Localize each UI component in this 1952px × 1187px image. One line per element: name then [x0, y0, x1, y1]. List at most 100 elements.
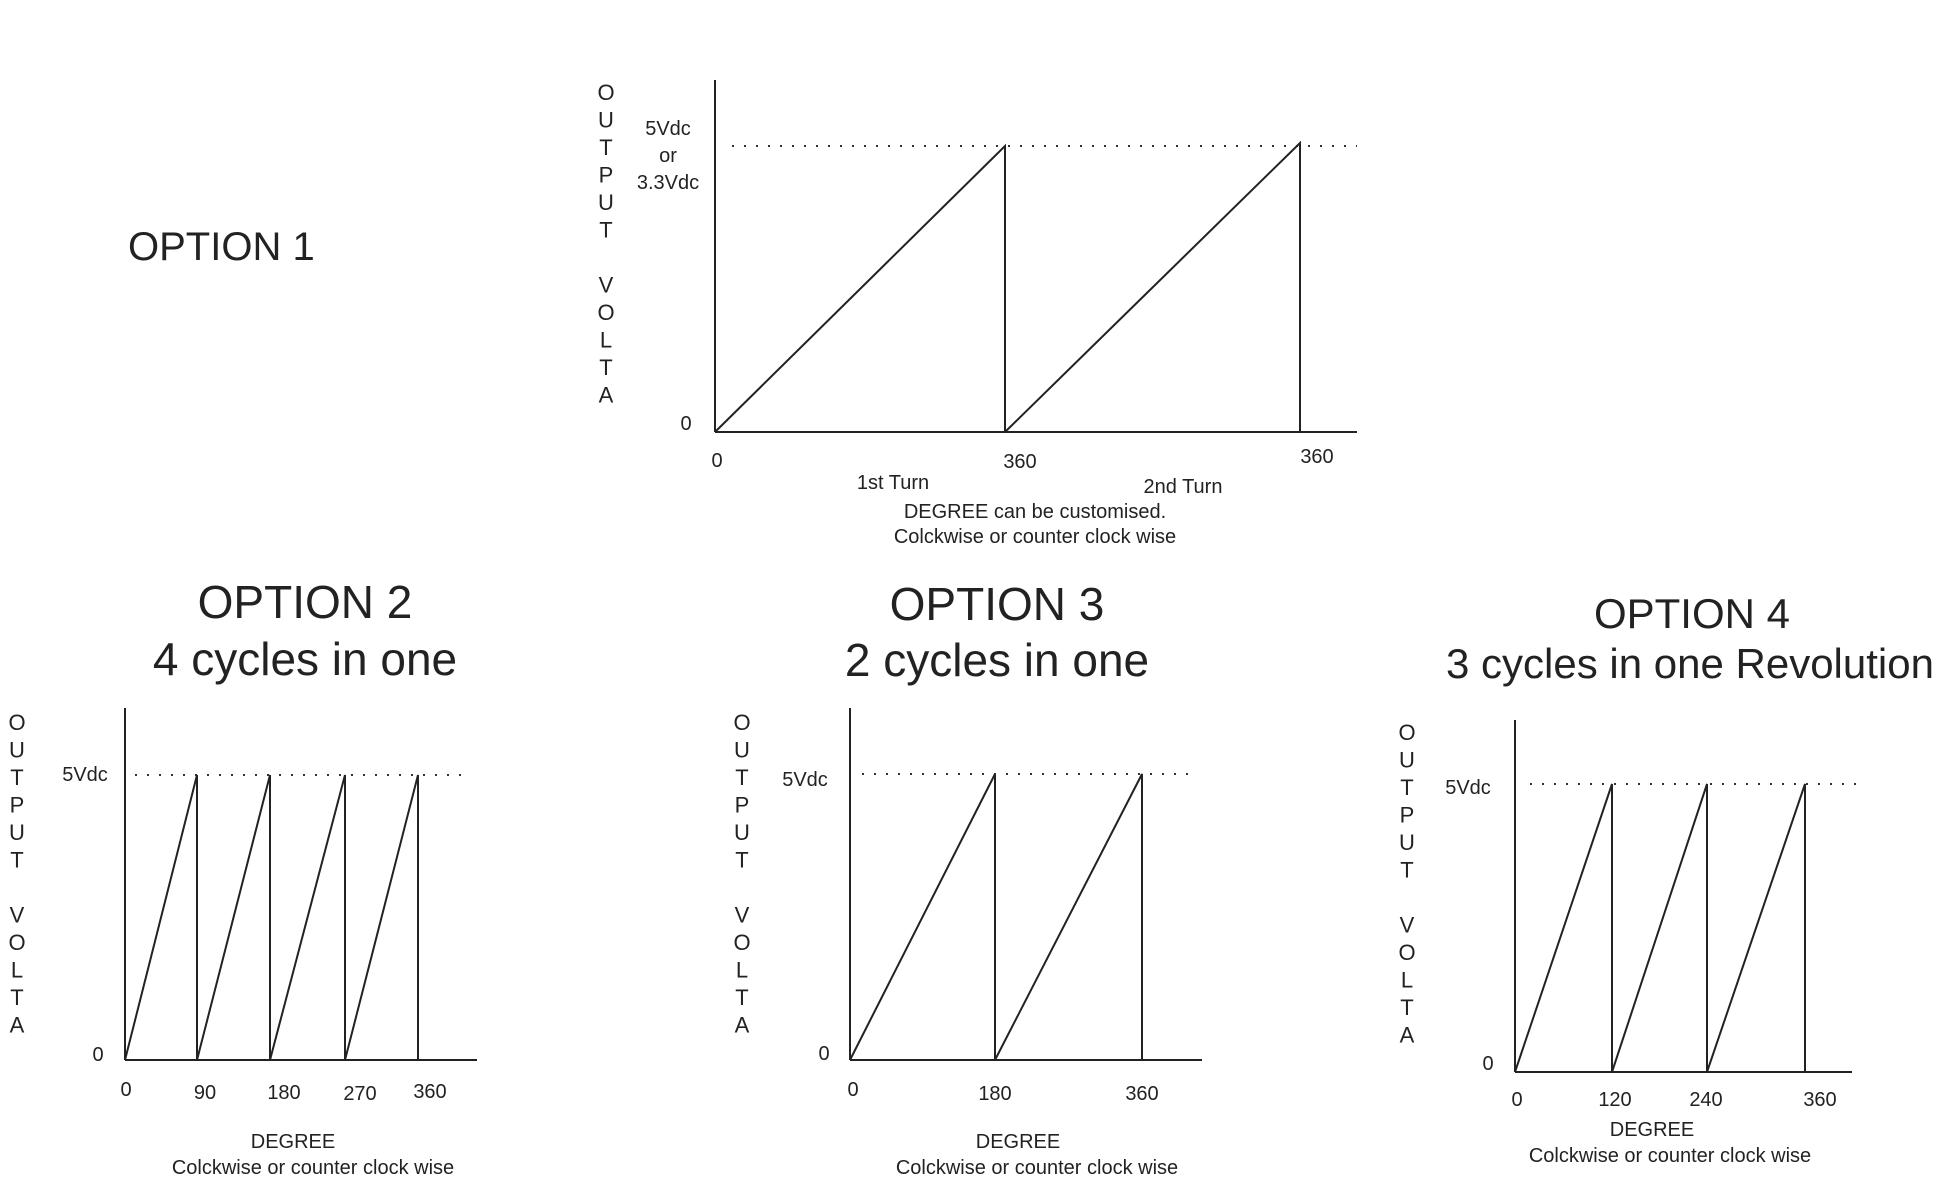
option-2-xtick-1: 90	[194, 1082, 216, 1104]
option-2-sawtooth-3	[269, 774, 346, 1061]
option-4-group: OPTION 4 3 cycles in one Revolution OUTP…	[1398, 590, 1934, 1167]
option-2-x-label: DEGREE	[251, 1131, 335, 1153]
option1-y-axis-letter: P	[599, 163, 614, 188]
option2-y-axis-letter: O	[8, 930, 25, 955]
option-2-y-zero: 0	[92, 1044, 103, 1066]
option4-y-axis-letter: P	[1400, 803, 1415, 828]
option-3-caption: Colckwise or counter clock wise	[896, 1157, 1178, 1179]
option-1-ymax-line2: or	[659, 145, 677, 167]
option3-y-axis-letter: T	[735, 985, 748, 1010]
option2-y-axis-letter: A	[10, 1013, 25, 1038]
option4-y-axis-letter: T	[1400, 995, 1413, 1020]
option-2-caption: Colckwise or counter clock wise	[172, 1157, 454, 1179]
option1-y-axis-letter: L	[600, 328, 612, 353]
option-4-xtick-2: 240	[1689, 1089, 1722, 1111]
option2-y-axis-letter: T	[10, 985, 23, 1010]
option-1-ymax-line1: 5Vdc	[645, 118, 691, 140]
option-1-turn-label-1: 1st Turn	[857, 472, 929, 494]
option-1-turn-label-2: 2nd Turn	[1144, 476, 1223, 498]
option-4-subtitle: 3 cycles in one Revolution	[1446, 640, 1934, 687]
option3-y-axis-letter: T	[735, 765, 748, 790]
option-4-x-label: DEGREE	[1610, 1119, 1694, 1141]
option-2-subtitle: 4 cycles in one	[153, 633, 457, 685]
option-1-xtick-1: 360	[1003, 451, 1036, 473]
option3-y-axis-letter: O	[733, 710, 750, 735]
option1-y-axis-letter: O	[597, 80, 614, 105]
option2-y-axis-letter: O	[8, 710, 25, 735]
option-1-caption-line2: Colckwise or counter clock wise	[894, 526, 1176, 548]
option-3-x-label: DEGREE	[976, 1131, 1060, 1153]
option1-y-axis-letter: T	[599, 355, 612, 380]
option-3-xtick-0: 0	[847, 1079, 858, 1101]
option-2-xtick-3: 270	[343, 1083, 376, 1105]
option-3-xtick-2: 360	[1125, 1083, 1158, 1105]
option-2-xtick-4: 360	[413, 1081, 446, 1103]
option4-y-axis-letter: O	[1398, 720, 1415, 745]
option-2-sawtooth-2	[196, 774, 271, 1061]
option-3-ymax-label: 5Vdc	[782, 769, 828, 791]
option1-y-axis-letter: V	[599, 273, 614, 298]
option2-y-axis-letter: L	[11, 958, 23, 983]
option-4-ymax-label: 5Vdc	[1445, 777, 1491, 799]
option2-y-axis-letter: P	[10, 793, 25, 818]
option-1-title: OPTION 1	[128, 225, 315, 269]
option4-y-axis-letter: U	[1399, 748, 1415, 773]
option-2-xtick-0: 0	[120, 1079, 131, 1101]
option-3-sawtooth-2	[994, 773, 1143, 1061]
option-1-sawtooth-1	[714, 143, 1006, 433]
option2-y-axis-letter: V	[10, 903, 25, 928]
option-2-xtick-2: 180	[267, 1082, 300, 1104]
option-2-sawtooth-4	[344, 774, 419, 1061]
option1-y-axis-letter: U	[598, 108, 614, 133]
option-1-sawtooth-2	[1004, 140, 1301, 433]
option2-y-axis-letter: U	[9, 820, 25, 845]
option-3-subtitle: 2 cycles in one	[845, 634, 1149, 686]
option4-y-axis-letter: V	[1400, 913, 1415, 938]
option3-y-axis-letter: L	[736, 958, 748, 983]
option4-y-axis-letter: A	[1400, 1023, 1415, 1048]
option-1-xtick-2: 360	[1300, 446, 1333, 468]
option-4-xtick-0: 0	[1511, 1089, 1522, 1111]
option3-y-axis-letter: A	[735, 1013, 750, 1038]
option1-y-axis-letter: O	[597, 300, 614, 325]
option-4-xtick-1: 120	[1598, 1089, 1631, 1111]
option1-y-axis-letter: T	[599, 218, 612, 243]
option3-y-axis-letter: P	[735, 793, 750, 818]
option2-y-axis-letter: U	[9, 738, 25, 763]
option2-y-axis-letter: T	[10, 848, 23, 873]
option3-y-axis-letter: V	[735, 903, 750, 928]
option-4-sawtooth-3	[1706, 783, 1806, 1073]
option-3-sawtooth-1	[849, 773, 996, 1061]
option4-y-axis-letter: T	[1400, 775, 1413, 800]
option-1-ymax-line3: 3.3Vdc	[637, 172, 699, 194]
option-4-sawtooth-2	[1611, 783, 1708, 1073]
option3-y-axis-letter: O	[733, 930, 750, 955]
option-3-y-zero: 0	[818, 1043, 829, 1065]
option1-y-axis-letter: U	[598, 190, 614, 215]
option-1-xtick-0: 0	[711, 450, 722, 472]
option-3-xtick-1: 180	[978, 1083, 1011, 1105]
option-1-caption-line1: DEGREE can be customised.	[904, 501, 1166, 523]
option-4-sawtooth-1	[1514, 783, 1613, 1073]
option-2-sawtooth-1	[124, 774, 198, 1061]
option3-y-axis-letter: U	[734, 820, 750, 845]
option-4-title: OPTION 4	[1594, 590, 1790, 637]
option-4-xtick-3: 360	[1803, 1089, 1836, 1111]
option4-y-axis-letter: U	[1399, 830, 1415, 855]
option-4-y-zero: 0	[1482, 1053, 1493, 1075]
option-2-ymax-label: 5Vdc	[62, 764, 108, 786]
option4-y-axis-letter: O	[1398, 940, 1415, 965]
option-4-caption: Colckwise or counter clock wise	[1529, 1145, 1811, 1167]
option-3-title: OPTION 3	[890, 578, 1105, 630]
option1-y-axis-letter: T	[599, 135, 612, 160]
option1-y-axis-letter: A	[599, 383, 614, 408]
option-2-title: OPTION 2	[198, 576, 413, 628]
